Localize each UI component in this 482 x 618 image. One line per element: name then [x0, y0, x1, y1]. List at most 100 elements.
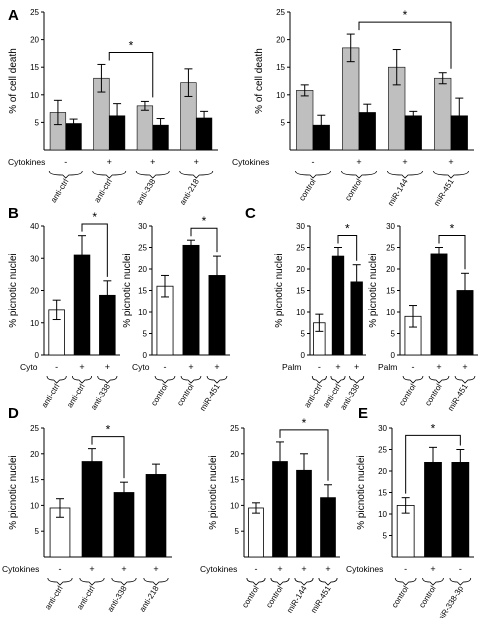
y-tick-label: 25 [378, 446, 387, 455]
category-label: anti-338 [89, 382, 112, 412]
category-brace [143, 577, 169, 586]
treatment-sign: - [59, 564, 62, 574]
category-label: anti-ctrl [43, 584, 65, 611]
y-tick-label: 0 [35, 351, 40, 360]
significance-star: * [403, 8, 408, 22]
treatment-sign: + [121, 564, 126, 574]
treatment-label: Cytokines [200, 564, 237, 574]
category-brace [179, 170, 214, 179]
significance-star: * [345, 222, 350, 236]
category-label: control [175, 382, 195, 407]
category-label: control [417, 584, 437, 609]
y-tick-label: 5 [35, 527, 40, 536]
category-brace [349, 375, 365, 384]
treatment-label: Cytokines [2, 564, 39, 574]
y-tick-label: 10 [296, 308, 305, 317]
treatment-sign: + [402, 157, 407, 167]
category-label: control [240, 584, 260, 609]
chart-a1: 5 10 15 20 25 % of cell death - anti-ctrl + anti-… [8, 8, 218, 207]
significance-star: * [431, 421, 436, 435]
treatment-sign: + [354, 362, 359, 372]
category-brace [454, 375, 476, 384]
category-brace [394, 577, 417, 586]
category-brace [402, 375, 424, 384]
treatment-sign: + [214, 362, 219, 372]
category-label: miR-144 [285, 584, 309, 615]
significance-bracket [190, 227, 218, 253]
y-axis-title: % picnotic nuclei [274, 253, 285, 327]
significance-bracket [279, 429, 329, 481]
significance-bracket [108, 51, 154, 98]
category-label: miR-338-3p [435, 584, 465, 618]
treatment-label: Cytokines [232, 157, 269, 167]
chart-d1: 5 10 15 20 25 % picnotic nuclei - anti-ctrl + ant… [2, 423, 172, 614]
y-tick-label: 15 [378, 489, 387, 498]
category-brace [311, 375, 327, 384]
y-tick-label: 15 [30, 63, 39, 72]
y-tick-label: 15 [30, 476, 39, 485]
y-tick-label: 20 [230, 450, 239, 459]
treatment-sign: + [301, 564, 306, 574]
category-label: miR-451 [198, 382, 222, 413]
y-tick-label: 10 [30, 91, 39, 100]
bar [81, 461, 103, 558]
significance-star: * [106, 423, 111, 437]
y-tick-label: 5 [235, 527, 240, 536]
bar [434, 77, 452, 151]
y-tick-label: 25 [386, 244, 395, 253]
y-tick-label: 25 [276, 8, 285, 17]
treatment-sign: + [107, 157, 112, 167]
y-axis-title: % picnotic nuclei [368, 253, 379, 327]
category-label: miR-451 [309, 584, 333, 615]
category-brace [111, 577, 137, 586]
y-axis-title: % picnotic nuclei [8, 455, 19, 529]
category-label: anti-ctrl [65, 382, 87, 409]
category-label: control [397, 382, 417, 407]
bar [296, 90, 314, 151]
y-tick-label: 20 [276, 36, 285, 45]
treatment-sign: + [448, 157, 453, 167]
significance-star: * [92, 210, 97, 224]
y-axis-title: % picnotic nuclei [8, 253, 19, 327]
category-label: miR-451 [432, 177, 456, 208]
treatment-label: Palm [378, 362, 397, 372]
y-tick-label: 20 [30, 450, 39, 459]
y-tick-label: 20 [138, 265, 147, 274]
y-tick-label: 30 [386, 222, 395, 231]
y-tick-label: 25 [138, 244, 147, 253]
category-brace [154, 375, 176, 384]
chart-a2: 5 10 15 20 25 % of cell death - control + control… [232, 8, 474, 208]
category-brace [330, 375, 346, 384]
y-axis-title: % of cell death [254, 48, 265, 114]
category-brace [433, 170, 469, 179]
category-brace [246, 577, 266, 586]
category-brace [46, 375, 67, 384]
category-label: control [149, 382, 169, 407]
bar [430, 253, 448, 356]
panel-label-c: C [245, 205, 256, 222]
bar [404, 115, 422, 151]
y-tick-label: 20 [30, 36, 39, 45]
significance-bracket [438, 235, 466, 270]
bar [248, 507, 264, 558]
y-tick-label: 25 [30, 424, 39, 433]
panel-label-e: E [358, 405, 368, 422]
treatment-sign: + [356, 157, 361, 167]
y-tick-label: 15 [230, 476, 239, 485]
y-tick-label: 30 [30, 254, 39, 263]
treatment-sign: + [150, 157, 155, 167]
category-brace [48, 170, 83, 179]
treatment-sign: - [404, 564, 407, 574]
category-brace [71, 375, 93, 384]
y-tick-label: 30 [296, 222, 305, 231]
category-label: anti-ctrl [49, 177, 71, 204]
category-label: control [423, 382, 443, 407]
y-tick-label: 20 [378, 467, 387, 476]
category-brace [341, 170, 377, 179]
y-tick-label: 10 [230, 501, 239, 510]
category-brace [387, 170, 423, 179]
y-axis-title: % picnotic nuclei [122, 253, 133, 327]
panel-label-b: B [8, 205, 19, 222]
